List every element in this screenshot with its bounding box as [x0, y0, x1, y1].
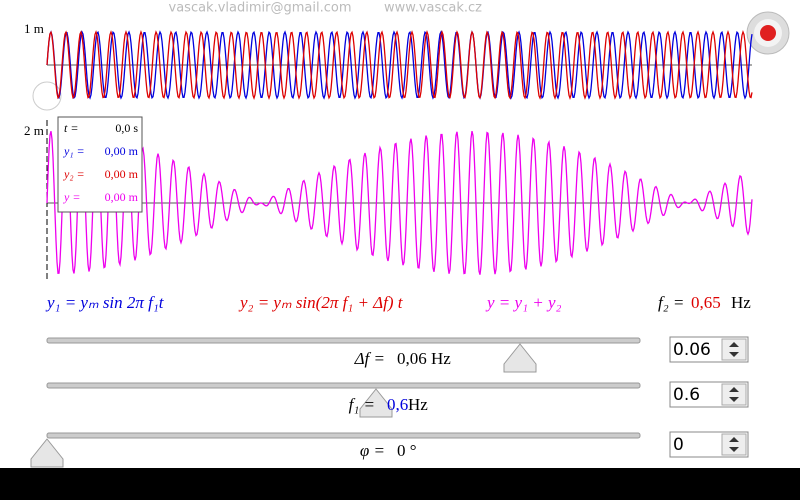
- spin-down[interactable]: [729, 352, 739, 357]
- slider-thumb[interactable]: [359, 388, 393, 418]
- spin-down[interactable]: [729, 397, 739, 402]
- waves: [46, 30, 753, 275]
- input-value[interactable]: 0.6: [673, 385, 700, 405]
- slider-track[interactable]: [46, 337, 641, 344]
- formula-y: y = y₁ + y₂: [485, 293, 561, 312]
- control-value: 0,06 Hz: [397, 349, 451, 368]
- input-value[interactable]: 0: [673, 435, 684, 455]
- formula-y2: y₂ = yₘ sin(2π f₁ + Δf) t: [238, 293, 404, 312]
- control-value: 0,6: [387, 395, 408, 414]
- email: vascak.vladimir@gmail.com: [169, 1, 352, 16]
- spinner[interactable]: [721, 338, 747, 361]
- readout-value: 0,00 m: [105, 167, 139, 181]
- control-label: f₁ =: [349, 395, 375, 414]
- bottom-scale: 2 m: [24, 123, 44, 138]
- readout: t = 0,0 s y₁ = 0,00 m y₂ = 0,00 m y = 0,00 m: [63, 121, 139, 204]
- readout-label: y₂ =: [63, 167, 85, 181]
- readout-box: [57, 116, 143, 213]
- readout-value: 0,00 m: [105, 144, 139, 158]
- slider-thumb[interactable]: [30, 438, 64, 468]
- spinner[interactable]: [721, 383, 747, 406]
- spin-down[interactable]: [729, 447, 739, 452]
- input-value[interactable]: 0.06: [673, 340, 711, 360]
- record-button[interactable]: [746, 11, 790, 55]
- controls: Δf = 0,06 Hz 0.06 f₁ = 0,6 Hz 0.6 φ = 0 ° 0: [30, 336, 749, 468]
- readout-label: y₁ =: [63, 144, 85, 158]
- spin-up[interactable]: [729, 387, 739, 392]
- f2-unit: Hz: [731, 293, 751, 312]
- wave-y1: [46, 30, 753, 100]
- website: www.vascak.cz: [384, 1, 482, 16]
- readout-label: y =: [63, 190, 80, 204]
- readout-label: t =: [64, 121, 78, 135]
- system-bar: [0, 468, 800, 500]
- readout-value: 0,00 m: [105, 190, 139, 204]
- control-unit: Hz: [408, 395, 428, 414]
- control-value: 0 °: [397, 441, 417, 460]
- slider-track[interactable]: [46, 432, 641, 439]
- spinner[interactable]: [721, 433, 747, 456]
- slider-thumb[interactable]: [503, 343, 537, 373]
- formula-y1: y₁ = yₘ sin 2π f₁t: [45, 293, 165, 312]
- record-dot[interactable]: [760, 25, 776, 41]
- wave-y: [46, 130, 753, 275]
- spin-up[interactable]: [729, 342, 739, 347]
- top-scale: 1 m: [24, 21, 44, 36]
- readout-value: 0,0 s: [115, 121, 138, 135]
- f2-label: f₂ =: [658, 293, 684, 312]
- play-handle[interactable]: [32, 81, 62, 111]
- wave-y2: [46, 30, 753, 100]
- slider-track[interactable]: [46, 382, 641, 389]
- control-label: φ =: [360, 441, 385, 460]
- control-label: Δf =: [354, 349, 385, 368]
- f2-value: 0,65: [691, 293, 721, 312]
- spin-up[interactable]: [729, 437, 739, 442]
